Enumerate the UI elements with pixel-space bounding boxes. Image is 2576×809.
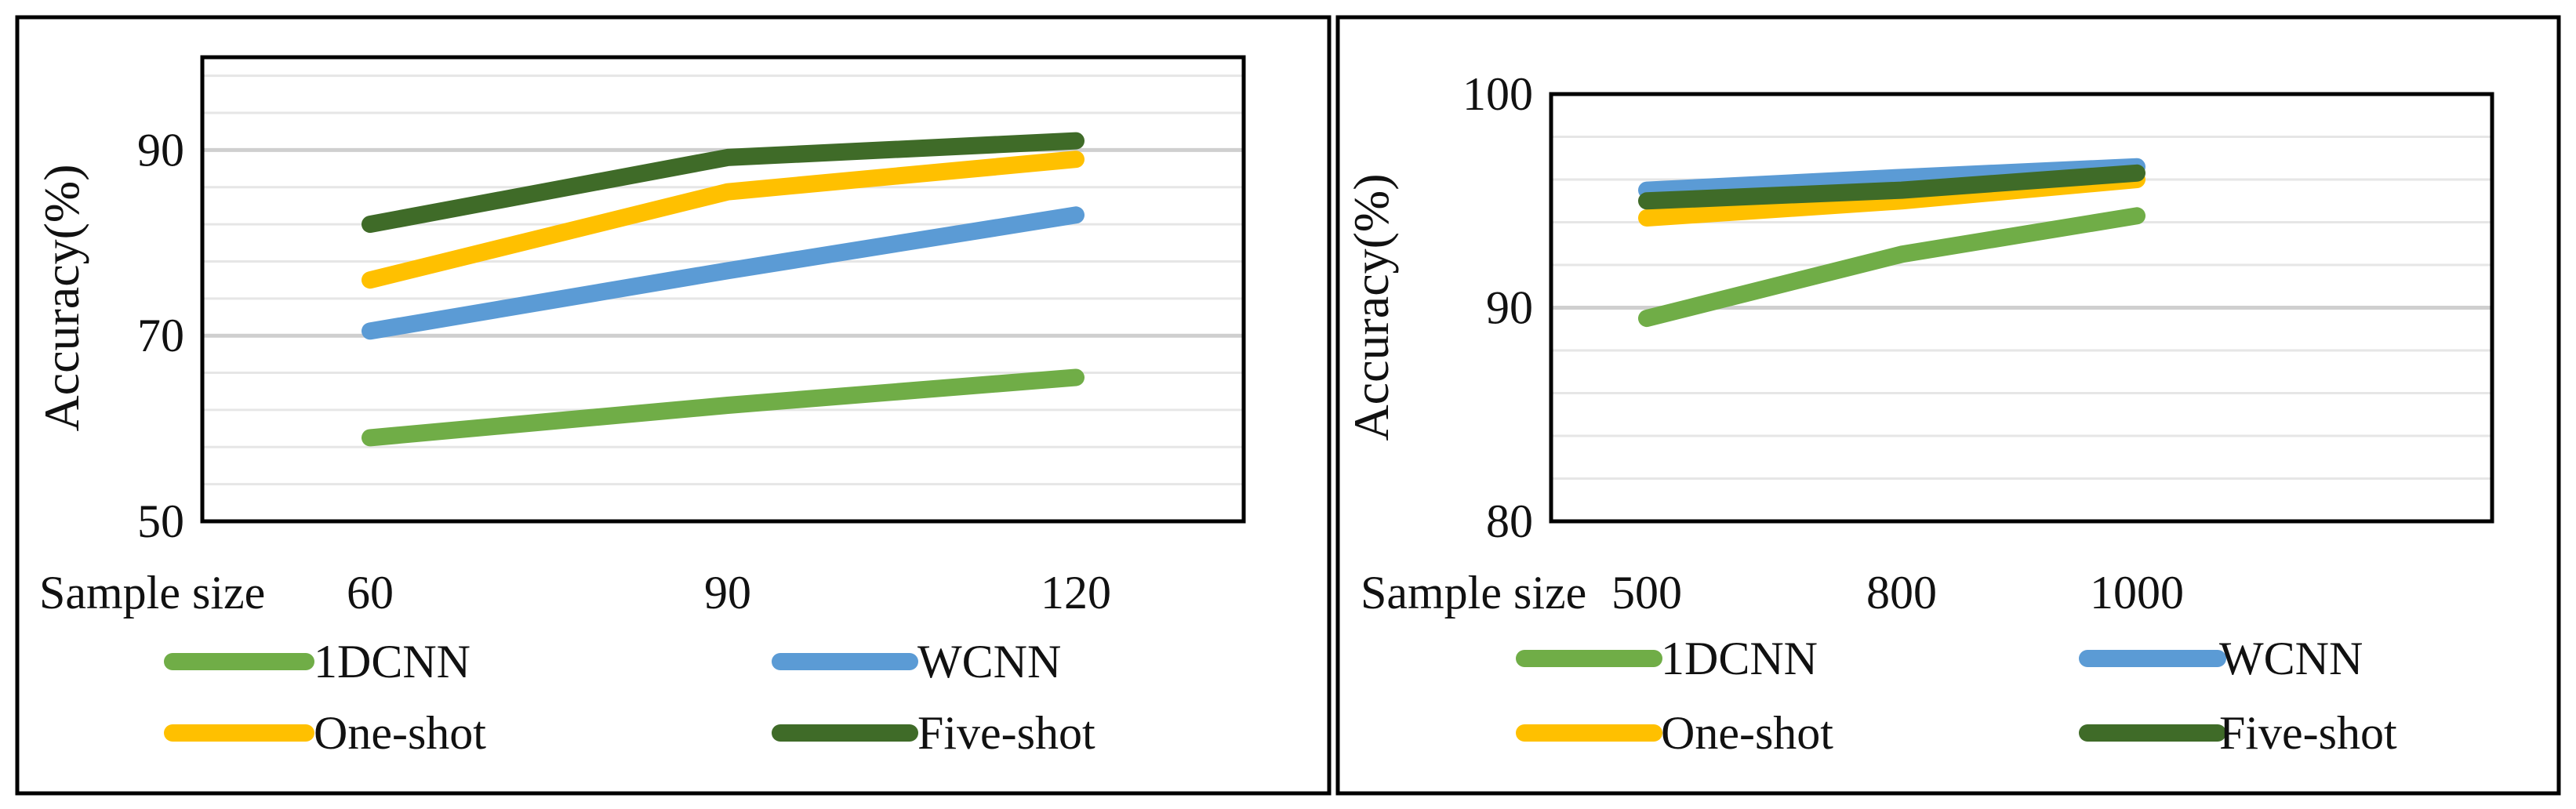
right-y-ticks: 80 90 100 bbox=[1462, 68, 1533, 547]
left-legend-label-one-shot: One-shot bbox=[314, 707, 486, 759]
chart-left: Accuracy(%) Sample size 50 70 90 60 90 120 1… bbox=[34, 55, 1246, 759]
right-legend-label-five-shot: Five-shot bbox=[2219, 707, 2397, 759]
left-y-tick-label: 70 bbox=[137, 310, 184, 361]
left-y-tick-label: 50 bbox=[137, 495, 184, 547]
right-series-line-1dcnn bbox=[1638, 207, 2145, 328]
right-y-tick-label: 90 bbox=[1486, 282, 1533, 334]
right-y-tick-label: 100 bbox=[1462, 68, 1533, 120]
left-series-line-wcnn bbox=[362, 206, 1085, 340]
right-legend-label-one-shot: One-shot bbox=[1661, 707, 1833, 759]
right-x-ticks: 500 800 1000 bbox=[1611, 567, 2184, 619]
right-panel-frame bbox=[1335, 15, 2561, 796]
right-x-axis-label: Sample size bbox=[1361, 567, 1586, 619]
right-legend-label-wcnn: WCNN bbox=[2219, 633, 2363, 684]
right-x-tick-label: 800 bbox=[1866, 567, 1937, 619]
left-series-line-1dcnn bbox=[362, 368, 1085, 447]
left-series-line-five-shot bbox=[362, 132, 1085, 234]
left-legend: 1DCNN WCNN One-shot Five-shot bbox=[164, 636, 1095, 759]
left-y-tick-label: 90 bbox=[137, 124, 184, 176]
left-x-tick-label: 120 bbox=[1041, 567, 1111, 619]
left-x-tick-label: 60 bbox=[347, 567, 394, 619]
right-series-line-five-shot bbox=[1638, 164, 2145, 210]
right-y-axis-title: Accuracy(%) bbox=[1343, 173, 1399, 441]
right-x-tick-label: 1000 bbox=[2090, 567, 2184, 619]
left-legend-label-wcnn: WCNN bbox=[917, 636, 1061, 687]
right-x-tick-label: 500 bbox=[1611, 567, 1682, 619]
left-panel-frame bbox=[15, 15, 1332, 796]
right-plot-area bbox=[1549, 92, 2494, 524]
left-x-tick-label: 90 bbox=[704, 567, 751, 619]
right-y-tick-label: 80 bbox=[1486, 495, 1533, 547]
chart-right: Accuracy(%) Sample size 80 90 100 500 800 10… bbox=[1343, 68, 2494, 759]
right-series bbox=[1638, 158, 2145, 328]
left-x-ticks: 60 90 120 bbox=[347, 567, 1111, 619]
right-legend-label-1dcnn: 1DCNN bbox=[1661, 633, 1818, 684]
left-legend-label-five-shot: Five-shot bbox=[917, 707, 1095, 759]
left-y-ticks: 50 70 90 bbox=[137, 124, 184, 547]
left-series bbox=[362, 132, 1085, 447]
left-y-axis-title: Accuracy(%) bbox=[34, 164, 89, 431]
left-legend-label-1dcnn: 1DCNN bbox=[314, 636, 471, 687]
left-plot-area bbox=[200, 55, 1246, 524]
left-series-line-one-shot bbox=[362, 151, 1085, 289]
right-legend: 1DCNN WCNN One-shot Five-shot bbox=[1516, 633, 2397, 759]
left-x-axis-label: Sample size bbox=[39, 567, 265, 619]
